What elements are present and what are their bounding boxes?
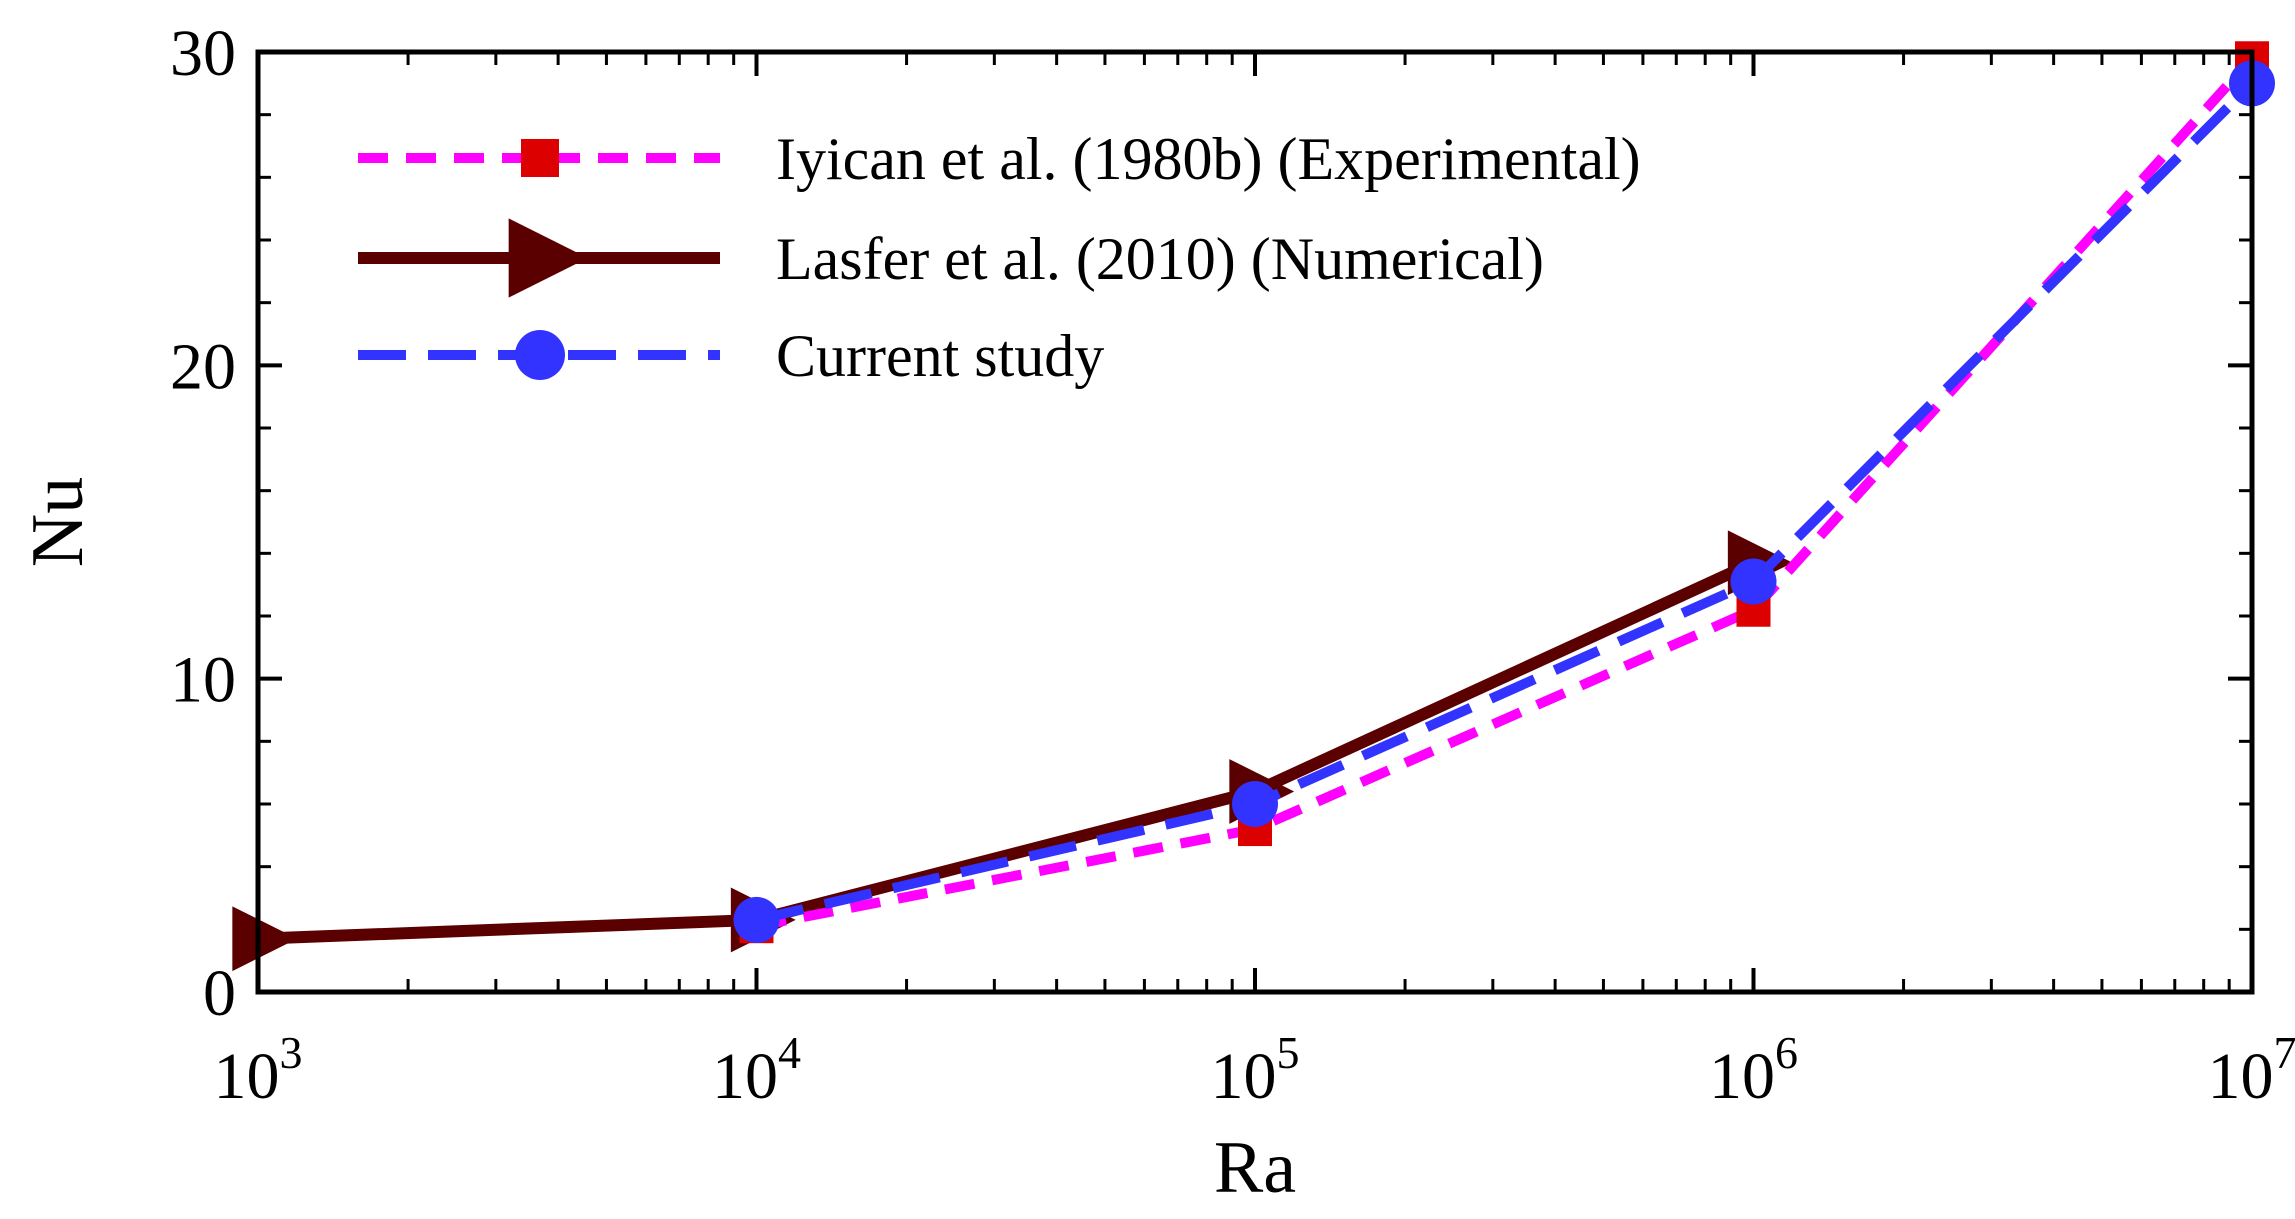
x-tick-label: 104	[712, 1027, 801, 1113]
x-tick-label: 105	[1211, 1027, 1300, 1113]
legend: Iyican et al. (1980b) (Experimental) Lasf…	[358, 126, 1641, 389]
x-tick-base: 10	[1211, 1040, 1277, 1113]
series-line	[755, 54, 2256, 932]
x-axis-label: Ra	[1214, 1127, 1296, 1209]
legend-marker	[515, 330, 565, 380]
data-point	[1232, 781, 1278, 827]
data-point	[1730, 558, 1777, 605]
legend-marker	[521, 139, 559, 177]
x-tick-exponent: 4	[778, 1027, 801, 1078]
legend-marker	[508, 218, 588, 298]
x-tick-exponent: 7	[2274, 1027, 2295, 1078]
y-tick-label: 30	[170, 17, 236, 90]
legend-label: Iyican et al. (1980b) (Experimental)	[776, 126, 1641, 192]
x-tick-base: 10	[2208, 1040, 2274, 1113]
data-point	[733, 896, 780, 943]
legend-item: Current study	[358, 323, 1104, 389]
x-tick-exponent: 3	[280, 1027, 303, 1078]
series-layer	[232, 41, 2275, 972]
x-tick-label: 103	[214, 1027, 303, 1113]
series-1	[232, 530, 1793, 972]
plot-frame	[255, 49, 2255, 995]
series-line	[257, 557, 1757, 945]
series-line	[755, 79, 2256, 925]
y-tick-label: 20	[170, 330, 236, 403]
x-tick-exponent: 6	[1775, 1027, 1798, 1078]
x-tick-base: 10	[214, 1040, 280, 1113]
series-2	[733, 60, 2275, 943]
legend-item: Iyican et al. (1980b) (Experimental)	[358, 126, 1641, 192]
x-tick-label: 106	[1709, 1027, 1798, 1113]
x-tick-exponent: 5	[1277, 1027, 1300, 1078]
legend-item: Lasfer et al. (2010) (Numerical)	[358, 218, 1544, 298]
y-tick-label: 10	[170, 644, 236, 717]
x-tick-label: 107	[2208, 1027, 2295, 1113]
legend-label: Current study	[776, 323, 1104, 389]
x-tick-base: 10	[1709, 1040, 1775, 1113]
major-ticks	[256, 50, 2254, 994]
y-tick-label: 0	[203, 957, 236, 1030]
x-tick-base: 10	[712, 1040, 778, 1113]
data-point	[232, 906, 298, 972]
y-axis-label: Nu	[17, 477, 99, 567]
minor-ticks	[258, 52, 2252, 992]
legend-label: Lasfer et al. (2010) (Numerical)	[776, 226, 1544, 292]
